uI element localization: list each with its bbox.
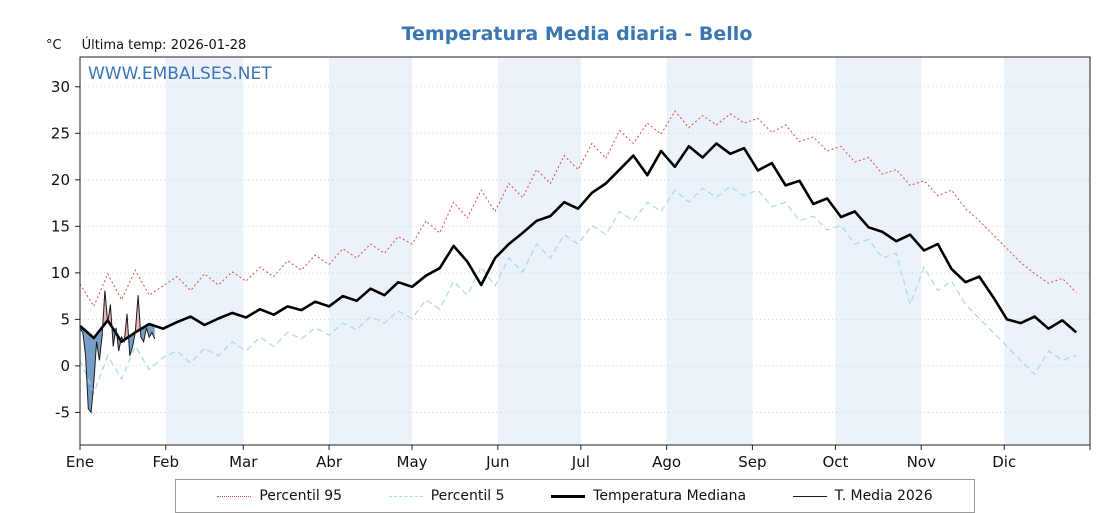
y-tick-label: 0 — [60, 357, 70, 375]
legend-item-temperatura-mediana: Temperatura Mediana — [551, 488, 746, 504]
month-band — [497, 57, 581, 445]
x-tick-label: Abr — [316, 453, 343, 471]
legend-label: Percentil 5 — [430, 488, 505, 504]
t2026-below-median-fill — [128, 332, 136, 356]
temperature-chart-svg: -5 0 5 10 15 20 25 30 Ene Feb Mar Abr May Jun Jul Ago Se… — [51, 56, 1091, 471]
legend-line-sample — [551, 494, 586, 498]
t2026-above-median-fill — [102, 290, 108, 327]
legend-label: Percentil 95 — [259, 488, 343, 504]
x-tick-label: Jul — [571, 453, 590, 471]
percentil-95-line — [79, 110, 1077, 308]
month-band — [666, 57, 753, 445]
legend-line-sample — [792, 495, 827, 497]
x-tick-label: Ene — [66, 453, 94, 471]
x-tick-label: Sep — [738, 453, 766, 471]
month-band — [1004, 57, 1090, 445]
temperatura-mediana-line — [79, 142, 1078, 343]
x-tick-label: Oct — [822, 453, 848, 471]
x-tick-label: Dic — [992, 453, 1016, 471]
last-temp-label: Última temp: 2026-01-28 — [81, 38, 247, 53]
month-band — [329, 57, 413, 445]
t-media-2026-line — [79, 290, 156, 414]
plot-frame — [79, 56, 1091, 446]
y-tick-label: 30 — [51, 78, 70, 96]
watermark-text: WWW.EMBALSES.NET — [88, 64, 272, 84]
legend-line-sample — [217, 495, 252, 497]
legend-label: Temperatura Mediana — [593, 488, 747, 504]
y-tick-label: 5 — [60, 310, 70, 328]
legend-item-percentil-5: Percentil 5 — [388, 488, 505, 504]
legend-item-percentil-95: Percentil 95 — [217, 488, 342, 504]
legend-label: T. Media 2026 — [834, 488, 933, 504]
y-tick-label: -5 — [55, 403, 70, 421]
y-tick-label: 25 — [51, 124, 70, 142]
month-band — [165, 57, 244, 445]
legend-item-t-media-2026: T. Media 2026 — [792, 488, 933, 504]
y-tick-label: 10 — [51, 264, 70, 282]
chart-subheader: °C Última temp: 2026-01-28 — [46, 38, 246, 53]
x-tick-label: Ago — [652, 453, 681, 471]
x-tick-label: Nov — [907, 453, 936, 471]
y-tick-label: 20 — [51, 171, 70, 189]
chart-title: Temperatura Media diaria - Bello — [401, 22, 753, 45]
x-tick-label: Mar — [229, 453, 258, 471]
month-band — [835, 57, 922, 445]
t2026-below-median-fill — [80, 325, 103, 413]
y-unit-label: °C — [46, 38, 62, 53]
chart-area: -5 0 5 10 15 20 25 30 Ene Feb Mar Abr May Jun Jul Ago Se… — [51, 56, 1091, 471]
t2026-above-median-fill — [135, 295, 141, 333]
x-tick-label: Feb — [152, 453, 179, 471]
x-tick-label: Jun — [485, 453, 509, 471]
legend-line-sample — [388, 495, 423, 497]
y-tick-label: 15 — [51, 217, 70, 235]
chart-legend: Percentil 95 Percentil 5 Temperatura Media… — [175, 479, 975, 513]
t2026-below-median-fill — [116, 334, 121, 351]
x-tick-label: May — [397, 453, 428, 471]
